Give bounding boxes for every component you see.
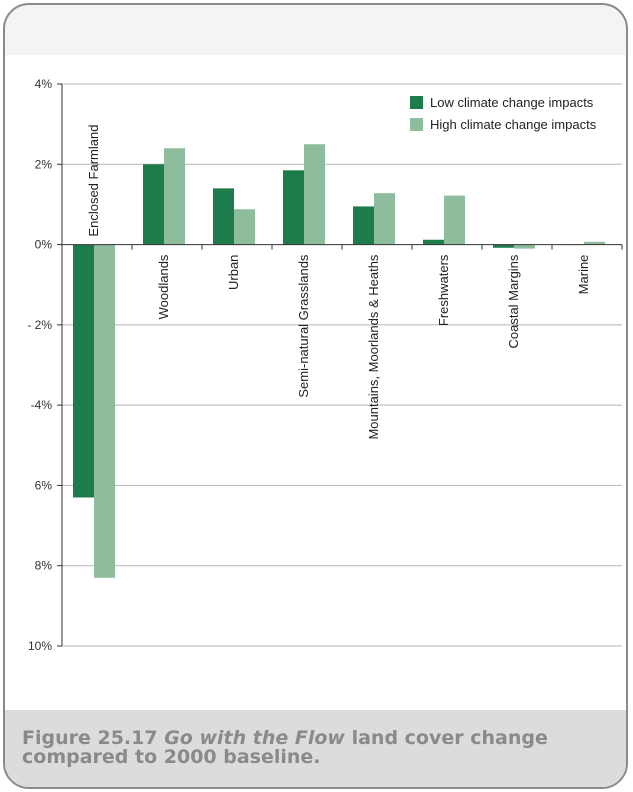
legend-swatch	[410, 118, 423, 131]
category-label: Marine	[576, 255, 591, 295]
y-tick-label: 6%	[35, 478, 53, 492]
legend-label: High climate change impacts	[430, 117, 597, 132]
caption-prefix: Figure 25.17	[22, 727, 165, 749]
bar	[73, 244, 94, 498]
y-tick-label: 4%	[35, 77, 53, 91]
bar	[143, 164, 164, 245]
legend-label: Low climate change impacts	[430, 95, 594, 110]
bar	[234, 209, 255, 245]
bar	[514, 244, 535, 249]
bar	[94, 244, 115, 578]
bar	[164, 148, 185, 245]
legend-swatch	[410, 96, 423, 109]
category-label: Woodlands	[156, 254, 171, 319]
bar	[423, 239, 444, 245]
category-label: Coastal Margins	[506, 254, 521, 348]
bar	[213, 188, 234, 245]
bar	[444, 195, 465, 245]
category-label: Urban	[226, 255, 241, 290]
bar	[374, 193, 395, 245]
y-tick-label: - 2%	[27, 318, 52, 332]
category-label: Freshwaters	[436, 254, 451, 326]
y-tick-label: 2%	[35, 157, 53, 171]
category-label: Semi-natural Grasslands	[296, 254, 311, 398]
caption-band	[5, 710, 626, 787]
bar	[493, 244, 514, 248]
caption-italic: Go with the Flow	[164, 727, 345, 749]
bar	[353, 206, 374, 245]
bar	[584, 241, 605, 245]
figure-caption: Figure 25.17 Go with the Flow land cover…	[22, 729, 622, 767]
y-tick-label: 0%	[35, 238, 53, 252]
category-label: Mountains, Moorlands & Heaths	[366, 254, 381, 439]
bar	[304, 144, 325, 245]
y-tick-label: -4%	[31, 398, 53, 412]
category-label: Enclosed Farmland	[86, 125, 101, 237]
y-tick-label: 8%	[35, 559, 53, 573]
y-tick-label: 10%	[28, 639, 52, 653]
bar	[283, 170, 304, 245]
caption-suffix: land cover change compared to 2000 basel…	[22, 727, 548, 768]
